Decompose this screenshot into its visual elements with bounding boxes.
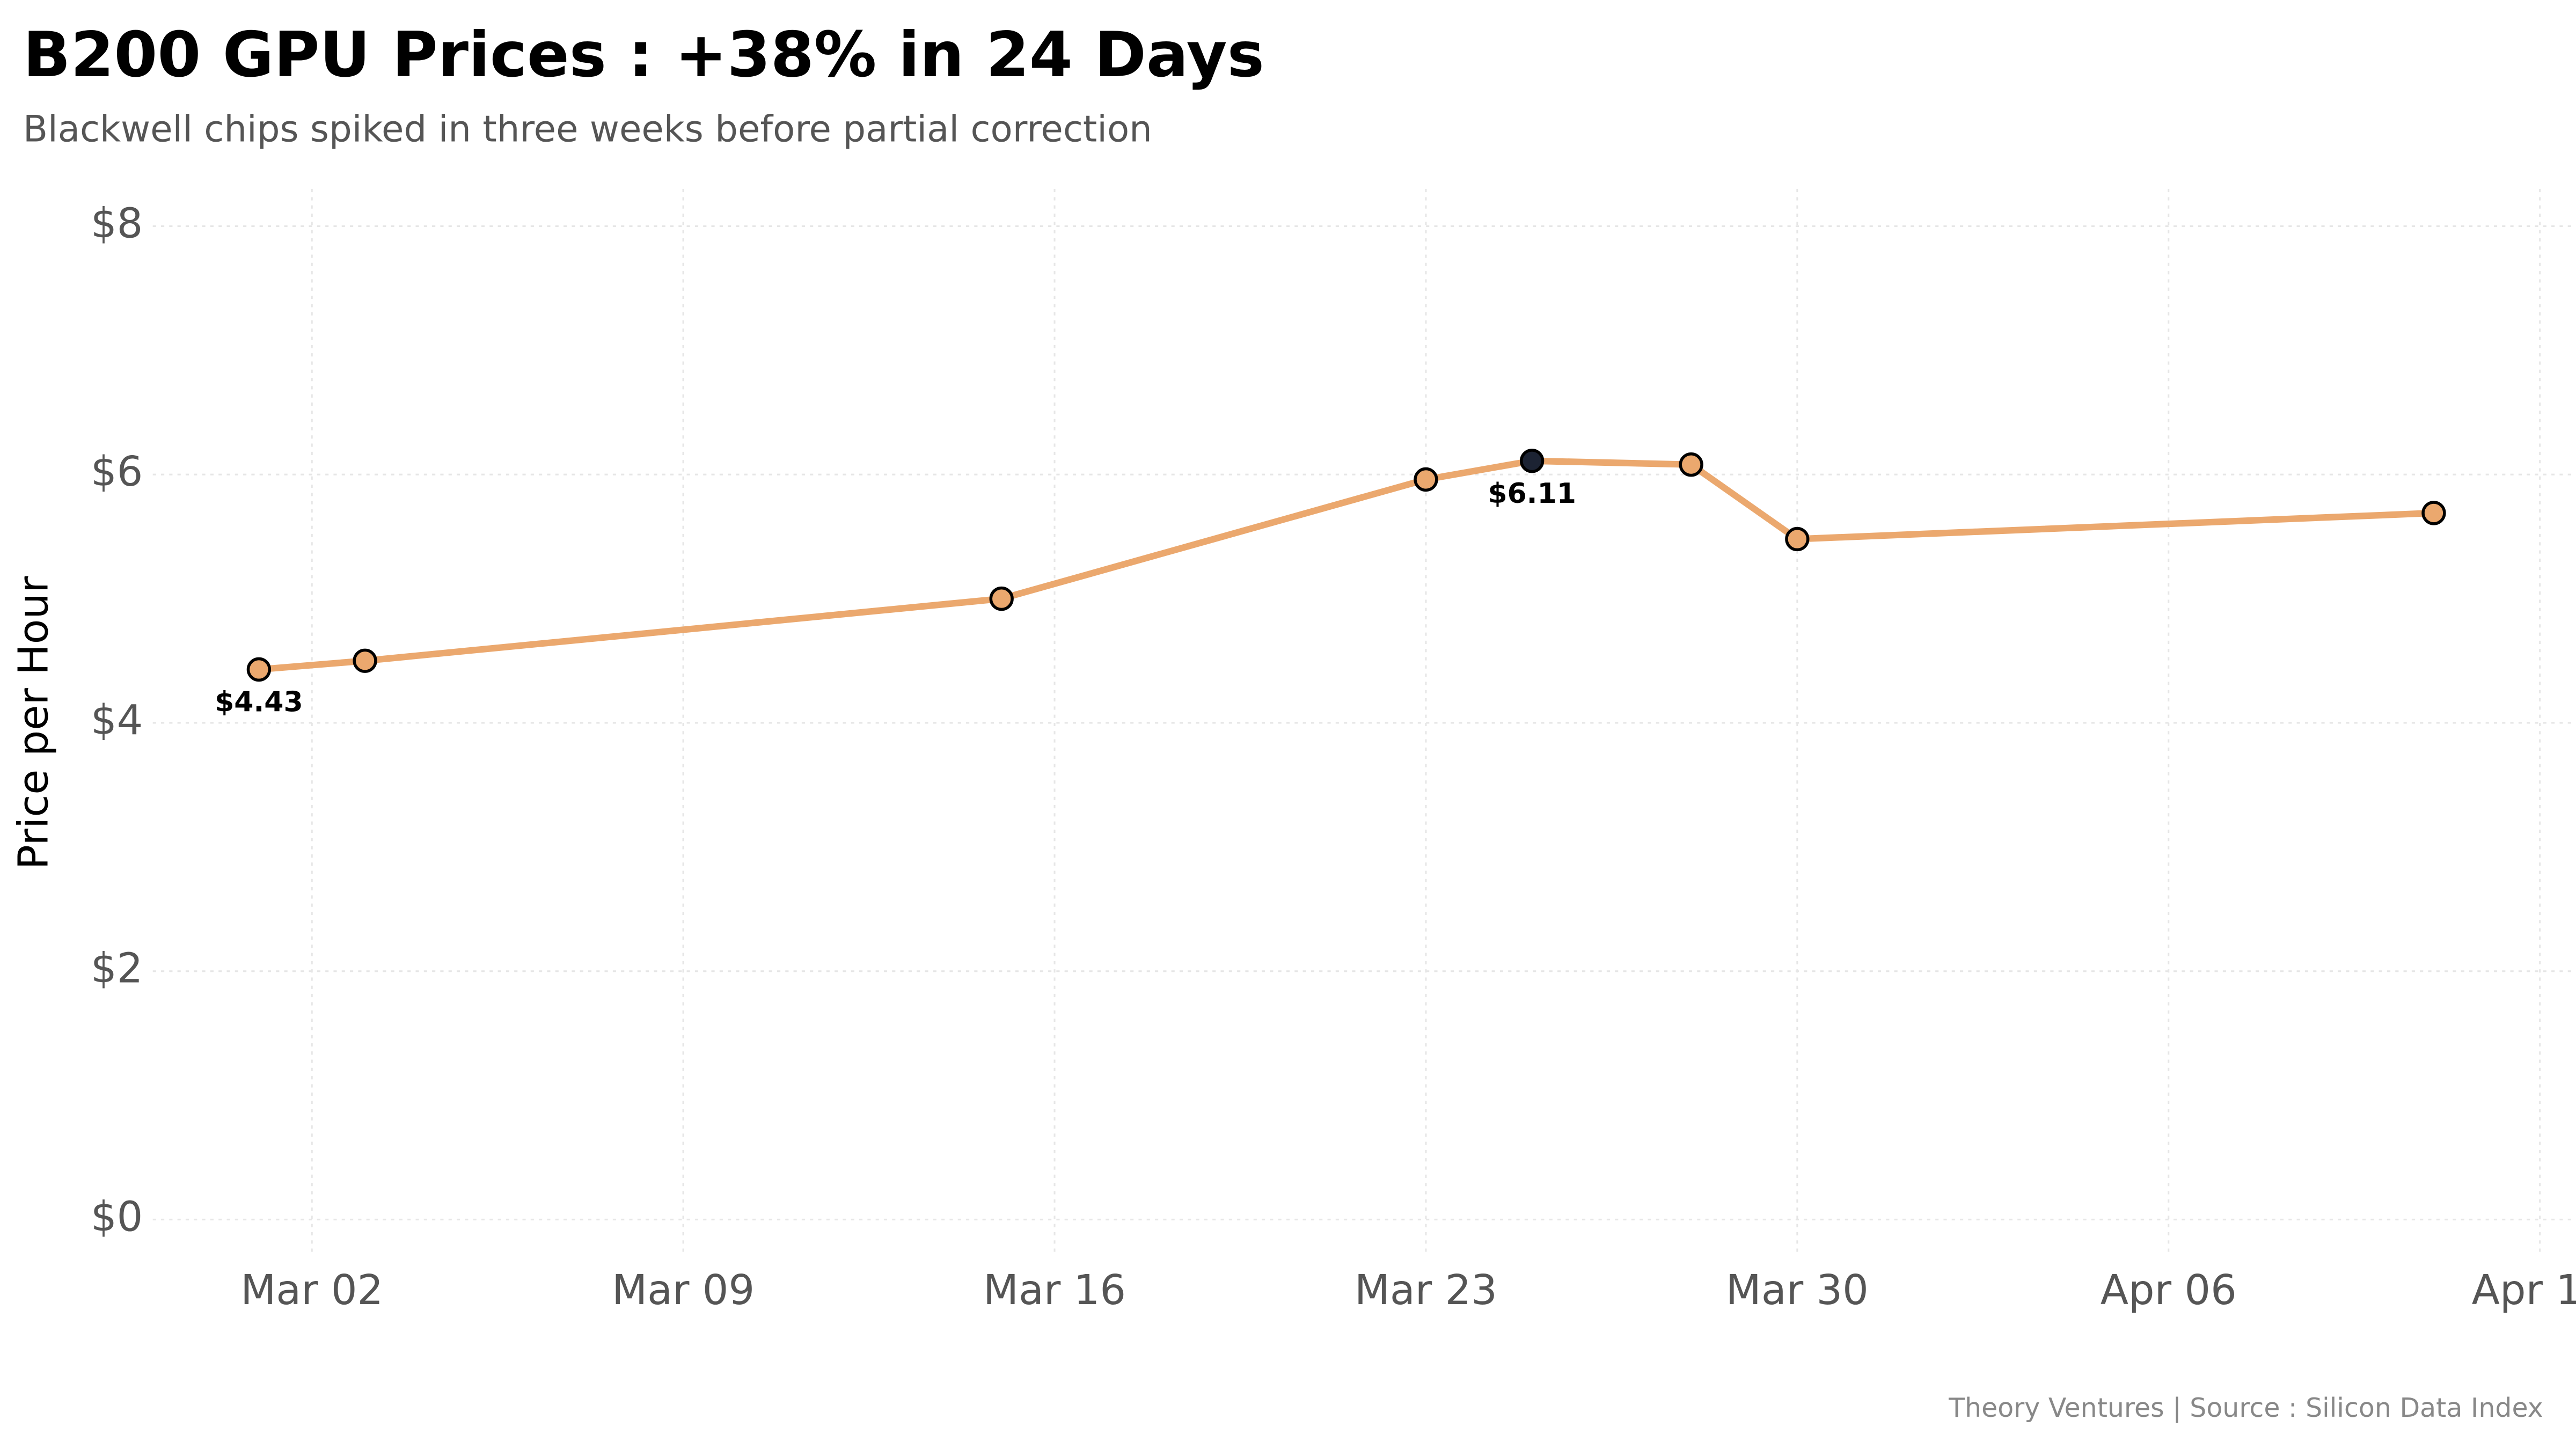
y-tick-label: $8: [91, 200, 143, 247]
y-tick-label: $4: [91, 697, 143, 744]
x-tick-label: Mar 16: [983, 1267, 1126, 1314]
data-point: [1785, 526, 1810, 552]
value-label: $6.11: [1488, 478, 1576, 510]
data-point: [989, 586, 1014, 611]
caption: Theory Ventures | Source : Silicon Data …: [1948, 1393, 2543, 1423]
y-axis-label: Price per Hour: [10, 576, 57, 869]
price-line: [258, 457, 2434, 673]
data-point: [1414, 467, 1438, 492]
x-tick-label: Mar 30: [1726, 1267, 1869, 1314]
x-tick-label: Mar 23: [1355, 1267, 1497, 1314]
chart-subtitle: Blackwell chips spiked in three weeks be…: [23, 107, 1152, 150]
y-tick-label: $6: [91, 448, 143, 496]
data-point: [353, 648, 377, 673]
x-tick-label: Mar 02: [240, 1267, 383, 1314]
x-tick-label: Mar 09: [612, 1267, 755, 1314]
data-point: [1679, 452, 1703, 477]
data-point: [1519, 449, 1545, 473]
chart-title: B200 GPU Prices : +38% in 24 Days: [23, 19, 1264, 91]
y-tick-label: $0: [91, 1193, 143, 1241]
data-point: [2421, 501, 2446, 525]
y-tick-label: $2: [91, 945, 143, 993]
value-label: $4.43: [215, 686, 303, 719]
x-tick-label: Apr 13: [2472, 1267, 2576, 1314]
x-tick-label: Apr 06: [2101, 1267, 2237, 1314]
data-point: [246, 657, 272, 682]
